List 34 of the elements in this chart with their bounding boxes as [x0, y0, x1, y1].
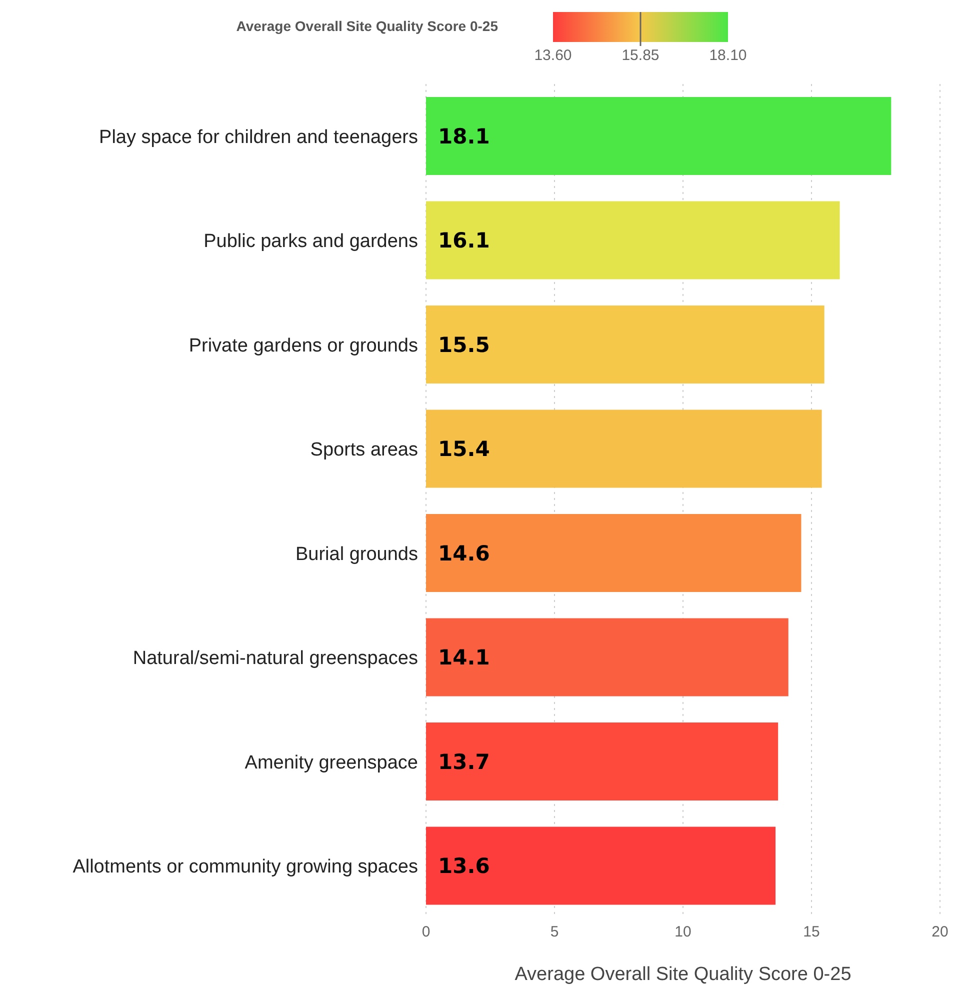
bar [426, 618, 788, 696]
y-tick-label: Private gardens or grounds [188, 335, 418, 356]
data-label: 16.1 [438, 228, 490, 253]
y-tick-label: Allotments or community growing spaces [72, 856, 418, 878]
data-label: 13.7 [438, 750, 490, 774]
data-label: 13.6 [438, 854, 490, 878]
bar [426, 722, 778, 800]
color-bar-label: 18.10 [709, 47, 747, 64]
x-tick-label: 0 [422, 924, 430, 941]
bar [426, 410, 822, 488]
x-axis-title: Average Overall Site Quality Score 0-25 [514, 964, 852, 985]
bar [426, 514, 802, 592]
x-tick-label: 15 [803, 924, 820, 941]
bar [426, 306, 824, 384]
x-tick-label: 20 [932, 924, 948, 941]
data-label: 15.4 [438, 437, 490, 462]
data-label: 15.5 [438, 332, 490, 357]
data-label: 14.1 [438, 646, 490, 670]
y-tick-label: Natural/semi-natural greenspaces [132, 648, 418, 670]
y-tick-label: Burial grounds [295, 544, 418, 565]
bar [426, 201, 840, 280]
y-tick-label: Amenity greenspace [244, 752, 418, 774]
data-label: 18.1 [438, 124, 490, 148]
x-tick-label: 10 [674, 924, 692, 941]
color-bar-label: 13.60 [534, 47, 572, 64]
bar [426, 97, 892, 175]
bar [426, 826, 776, 905]
y-tick-label: Public parks and gardens [204, 231, 418, 252]
data-label: 14.6 [438, 541, 490, 566]
y-tick-label: Play space for children and teenagers [99, 126, 418, 148]
x-tick-label: 5 [550, 924, 559, 941]
color-bar-label: 15.85 [622, 47, 660, 64]
y-tick-label: Sports areas [310, 440, 418, 461]
color-bar-title: Average Overall Site Quality Score 0-25 [236, 18, 498, 34]
